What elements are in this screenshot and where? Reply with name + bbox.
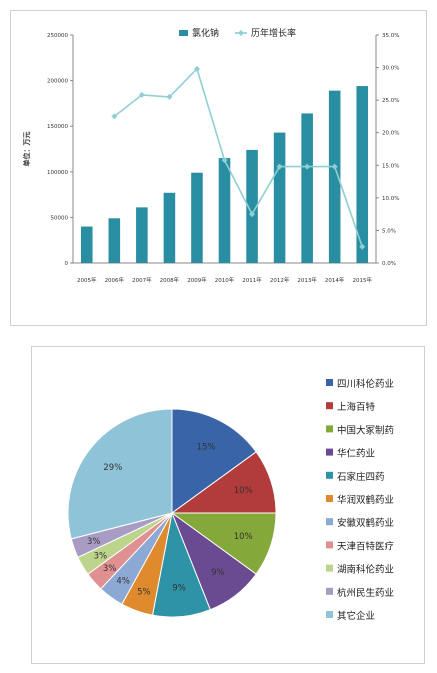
- pie-value-label: 10%: [234, 486, 253, 496]
- x-tick-label: 2008年: [160, 276, 180, 284]
- pie-value-label: 3%: [87, 537, 101, 547]
- legend-swatch: [326, 448, 333, 456]
- y-tick-label: 150000: [47, 124, 68, 130]
- legend-swatch: [326, 425, 333, 433]
- market-share-panel: 15% 10% 10% 9% 9% 5% 4% 3% 3% 3% 29% 四川科伦药业 上海百特中国大冢…: [31, 346, 425, 664]
- legend-bar-label: 氯化钠: [192, 27, 219, 39]
- legend-label: 中国大冢制药: [337, 424, 394, 436]
- y2-tick-label: 10.0%: [382, 196, 399, 202]
- legend-label: 石家庄四药: [337, 471, 385, 483]
- pie-value-label: 10%: [234, 532, 253, 542]
- growth-chart-panel: 0 50000 100000 150000 200000 250000 0.0% 5.0% 10…: [10, 10, 427, 326]
- legend-line-marker: [238, 30, 244, 36]
- x-tick-label: 2007年: [132, 276, 152, 284]
- legend-swatch: [326, 541, 333, 549]
- legend-line-label: 历年增长率: [251, 27, 296, 39]
- bar-line-chart: 0 50000 100000 150000 200000 250000 0.0% 5.0% 10…: [22, 27, 399, 284]
- legend-label: 四川科伦药业: [337, 378, 394, 390]
- legend-swatch: [326, 564, 333, 572]
- bar: [80, 226, 93, 263]
- y2-tick-label: 25.0%: [382, 98, 399, 104]
- bar: [328, 90, 341, 263]
- y-tick-label: 50000: [51, 215, 69, 221]
- legend-swatch: [326, 587, 333, 595]
- x-tick-label: 2012年: [270, 276, 290, 284]
- growth-point: [111, 113, 118, 120]
- legend-swatch: [326, 611, 333, 618]
- bar: [273, 132, 286, 263]
- legend-label: 华仁药业: [337, 448, 375, 460]
- bar: [301, 113, 313, 263]
- y2-tick-label: 30.0%: [382, 66, 399, 72]
- x-tick-label: 2006年: [105, 276, 125, 284]
- y2-tick-label: 20.0%: [382, 131, 399, 137]
- x-tick-label: 2015年: [352, 276, 372, 284]
- growth-point: [138, 91, 145, 98]
- growth-point: [304, 163, 311, 170]
- legend-swatch: [326, 471, 333, 479]
- pie-value-label: 15%: [197, 442, 216, 452]
- growth-point: [331, 163, 338, 170]
- y-tick-label: 100000: [47, 170, 68, 176]
- bar: [136, 207, 148, 263]
- growth-point: [221, 157, 228, 164]
- pie-value-label: 3%: [103, 564, 117, 574]
- growth-point: [276, 163, 283, 170]
- bar: [218, 158, 231, 263]
- pie-value-label: 3%: [94, 551, 108, 561]
- legend-label: 天津百特医疗: [337, 540, 395, 552]
- legend-label: 安徽双鹤药业: [337, 517, 394, 529]
- legend-label: 其它企业: [337, 610, 375, 622]
- legend-bar-swatch: [179, 30, 188, 36]
- legend-swatch: [326, 495, 333, 502]
- growth-point: [359, 243, 366, 250]
- y2-tick-label: 15.0%: [382, 163, 399, 169]
- growth-line: [113, 67, 363, 247]
- growth-point: [166, 93, 173, 100]
- pie-value-label: 9%: [211, 568, 225, 578]
- pie-value-label: 29%: [103, 463, 122, 473]
- bar: [191, 172, 203, 263]
- pie-slice: [67, 408, 173, 540]
- pie-value-label: 9%: [172, 584, 186, 594]
- legend-label: 华润双鹤药业: [337, 494, 394, 506]
- pie-chart: 15% 10% 10% 9% 9% 5% 4% 3% 3% 3% 29% 四川科伦药业上海百特中国大冢…: [67, 378, 395, 622]
- legend-swatch: [326, 379, 333, 386]
- x-tick-label: 2011年: [242, 276, 262, 284]
- x-tick-label: 2013年: [297, 276, 317, 284]
- legend-label: 上海百特: [337, 401, 376, 413]
- pie-value-label: 4%: [116, 576, 130, 586]
- y-tick-label: 0: [65, 261, 69, 267]
- y2-tick-label: 35.0%: [382, 33, 399, 39]
- x-tick-label: 2005年: [77, 276, 97, 284]
- legend-label: 湖南科伦药业: [337, 564, 394, 576]
- x-tick-label: 2009年: [187, 276, 207, 284]
- legend-swatch: [326, 518, 333, 526]
- bar: [108, 218, 121, 263]
- y-axis-label: 单位：万元: [22, 132, 31, 167]
- pie-value-label: 5%: [137, 587, 151, 597]
- x-tick-label: 2010年: [215, 276, 235, 284]
- y2-tick-label: 0.0%: [382, 261, 396, 267]
- legend-label: 杭州民生药业: [337, 587, 394, 599]
- bar: [163, 192, 176, 263]
- growth-point: [193, 65, 200, 72]
- pie-slice: [171, 408, 257, 514]
- y2-tick-label: 5.0%: [382, 228, 396, 234]
- y-tick-label: 250000: [47, 33, 68, 39]
- growth-point: [249, 211, 256, 218]
- bar: [356, 86, 369, 264]
- bar: [246, 149, 258, 263]
- y-tick-label: 200000: [47, 79, 68, 85]
- legend-swatch: [326, 402, 333, 410]
- x-tick-label: 2014年: [325, 276, 345, 284]
